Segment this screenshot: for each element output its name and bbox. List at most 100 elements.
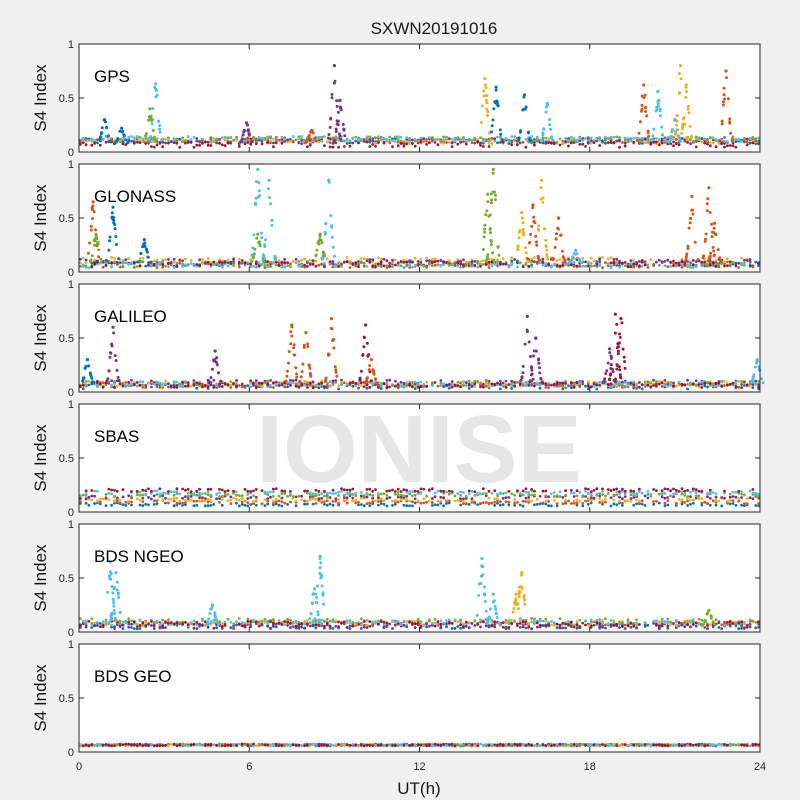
data-point — [436, 259, 440, 263]
data-point — [528, 241, 532, 244]
data-point — [513, 380, 516, 384]
data-point — [345, 260, 349, 264]
data-point — [724, 69, 728, 73]
data-point — [302, 343, 306, 347]
data-point — [371, 624, 375, 628]
data-point — [328, 384, 332, 388]
data-point — [609, 256, 613, 259]
data-point — [734, 503, 738, 507]
data-point — [81, 265, 85, 268]
data-point — [613, 312, 617, 316]
data-point — [195, 139, 199, 143]
data-point — [161, 145, 165, 149]
data-point — [551, 258, 555, 262]
data-point — [496, 245, 500, 249]
data-point — [605, 369, 609, 373]
data-point — [496, 381, 499, 385]
data-point — [351, 487, 355, 491]
data-point — [394, 502, 397, 506]
data-point — [246, 261, 250, 265]
data-point — [294, 495, 298, 499]
data-point — [416, 382, 420, 386]
data-point — [606, 137, 610, 140]
data-point — [295, 372, 299, 376]
data-point — [365, 137, 369, 141]
data-point — [666, 627, 670, 630]
data-point — [623, 264, 627, 268]
data-point — [714, 492, 718, 496]
data-point — [657, 138, 661, 141]
data-point — [513, 493, 516, 497]
data-point — [135, 140, 139, 144]
data-point — [314, 259, 318, 263]
data-point — [164, 264, 167, 268]
data-point — [122, 133, 126, 137]
data-point — [619, 317, 623, 321]
data-point — [462, 137, 465, 141]
data-point — [513, 135, 516, 139]
data-point — [175, 141, 179, 145]
data-point — [291, 381, 295, 385]
data-point — [663, 264, 667, 268]
data-point — [711, 499, 715, 503]
data-point — [555, 502, 559, 505]
data-point — [274, 625, 278, 629]
data-point — [533, 143, 536, 147]
data-point — [532, 354, 535, 358]
data-point — [595, 387, 599, 391]
data-point — [93, 239, 96, 243]
data-point — [589, 256, 593, 260]
data-point — [525, 314, 529, 318]
data-point — [394, 258, 397, 262]
data-point — [334, 370, 338, 374]
data-point — [294, 261, 298, 264]
data-point — [646, 496, 650, 500]
data-point — [531, 206, 535, 210]
data-point — [90, 489, 94, 492]
data-point — [338, 98, 342, 102]
data-point — [740, 492, 743, 496]
data-point — [493, 497, 497, 501]
data-point — [267, 187, 270, 191]
data-point — [148, 136, 152, 140]
data-point — [218, 501, 221, 504]
data-point — [340, 487, 343, 491]
data-point — [419, 140, 423, 144]
data-point — [411, 138, 414, 142]
data-point — [447, 263, 451, 267]
data-point — [708, 263, 712, 267]
data-point — [354, 264, 358, 268]
data-point — [487, 260, 491, 264]
data-point — [464, 381, 468, 385]
data-point — [382, 140, 386, 144]
data-point — [684, 257, 688, 260]
data-point — [459, 265, 462, 269]
data-point — [442, 135, 445, 139]
data-point — [84, 625, 88, 629]
data-point — [459, 626, 462, 630]
data-point — [572, 623, 576, 627]
data-point — [101, 620, 105, 623]
data-point — [456, 492, 460, 495]
data-point — [743, 261, 746, 265]
data-point — [711, 264, 715, 267]
data-point — [731, 502, 735, 505]
data-point — [382, 502, 386, 506]
data-point — [126, 141, 130, 145]
data-point — [99, 257, 103, 261]
data-point — [184, 488, 187, 492]
data-point — [737, 261, 741, 265]
data-point — [348, 621, 352, 625]
data-point — [476, 265, 480, 269]
data-point — [544, 136, 548, 140]
data-point — [757, 386, 760, 389]
data-point — [98, 382, 102, 385]
data-point — [377, 500, 380, 503]
data-point — [371, 258, 375, 261]
data-point — [413, 137, 417, 141]
data-point — [601, 266, 604, 270]
data-point — [450, 138, 454, 141]
data-point — [111, 205, 115, 209]
data-point — [212, 626, 216, 630]
data-point — [257, 189, 261, 193]
